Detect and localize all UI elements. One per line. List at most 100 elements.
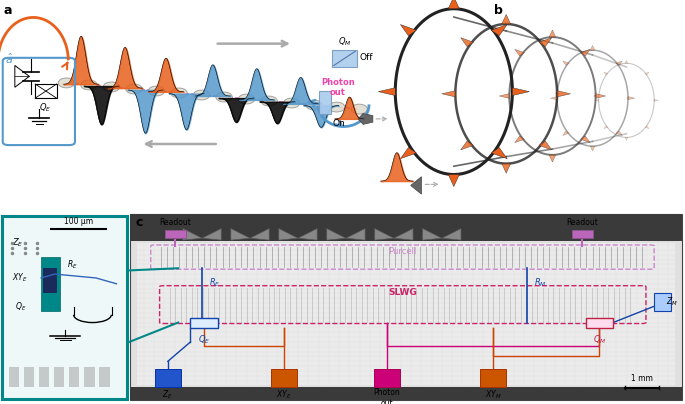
Text: Readout: Readout [160, 218, 191, 227]
Polygon shape [460, 141, 473, 150]
FancyBboxPatch shape [319, 91, 331, 114]
Bar [9, 367, 19, 387]
Polygon shape [375, 229, 394, 240]
Bar [43, 268, 57, 293]
Polygon shape [539, 141, 552, 150]
Polygon shape [491, 147, 507, 159]
Text: On: On [333, 119, 345, 128]
Text: c: c [136, 216, 143, 229]
Polygon shape [250, 229, 269, 240]
Bar [654, 293, 671, 311]
Ellipse shape [193, 90, 210, 100]
Text: $XY_E$: $XY_E$ [12, 272, 28, 284]
Polygon shape [549, 155, 556, 162]
Ellipse shape [81, 80, 97, 90]
Polygon shape [581, 136, 590, 143]
Polygon shape [595, 99, 599, 101]
Text: $R_E$: $R_E$ [209, 277, 221, 289]
FancyBboxPatch shape [332, 50, 358, 67]
Polygon shape [460, 38, 473, 47]
Text: $Z_E$: $Z_E$ [162, 389, 173, 401]
Polygon shape [539, 38, 552, 47]
Polygon shape [448, 175, 460, 187]
Polygon shape [628, 97, 635, 100]
Bar [35, 84, 57, 98]
FancyBboxPatch shape [374, 368, 400, 387]
Ellipse shape [148, 86, 164, 96]
Polygon shape [491, 25, 507, 36]
Polygon shape [562, 131, 569, 135]
Bar [190, 318, 218, 328]
Text: b: b [494, 4, 503, 17]
Text: $XY_M$: $XY_M$ [485, 389, 501, 401]
Ellipse shape [216, 92, 232, 102]
Text: Purcell: Purcell [388, 247, 416, 256]
Polygon shape [423, 229, 442, 240]
Polygon shape [550, 97, 557, 100]
Text: $R_E$: $R_E$ [67, 258, 78, 271]
Ellipse shape [329, 102, 345, 112]
Polygon shape [562, 61, 569, 65]
Text: Readout: Readout [566, 218, 598, 227]
Polygon shape [231, 229, 250, 240]
Text: $Z_M$: $Z_M$ [666, 296, 677, 308]
Text: Off: Off [359, 53, 373, 62]
Polygon shape [502, 164, 510, 173]
Ellipse shape [238, 94, 255, 104]
Polygon shape [394, 229, 413, 240]
Polygon shape [514, 49, 524, 56]
Bar [137, 243, 675, 385]
Bar [130, 387, 682, 400]
Polygon shape [603, 126, 608, 129]
Text: $Q_E$: $Q_E$ [15, 301, 27, 313]
Text: $Q_E$: $Q_E$ [198, 333, 210, 346]
Polygon shape [616, 131, 623, 135]
Ellipse shape [171, 88, 187, 98]
Polygon shape [202, 229, 221, 240]
Polygon shape [603, 72, 608, 75]
Polygon shape [378, 88, 395, 96]
Polygon shape [645, 126, 649, 129]
Bar [41, 257, 60, 311]
Text: $XY_E$: $XY_E$ [277, 389, 292, 401]
Text: $Q_E$: $Q_E$ [39, 101, 51, 114]
Polygon shape [298, 229, 317, 240]
Bar [99, 367, 110, 387]
Text: Photon
out: Photon out [373, 389, 401, 404]
Polygon shape [596, 94, 606, 98]
FancyBboxPatch shape [480, 368, 506, 387]
Polygon shape [654, 99, 658, 101]
Polygon shape [442, 229, 461, 240]
Bar [84, 367, 95, 387]
Text: $\hat{a}$: $\hat{a}$ [5, 52, 13, 66]
Polygon shape [442, 90, 456, 97]
Text: $Q_M$: $Q_M$ [338, 36, 351, 48]
Polygon shape [401, 147, 416, 159]
FancyBboxPatch shape [271, 368, 297, 387]
FancyBboxPatch shape [2, 215, 127, 399]
Polygon shape [411, 177, 421, 194]
Polygon shape [346, 229, 365, 240]
Polygon shape [590, 45, 595, 50]
Bar [69, 367, 79, 387]
Bar [130, 214, 682, 400]
Polygon shape [625, 137, 628, 141]
Polygon shape [625, 60, 628, 63]
Bar [130, 214, 682, 241]
Bar [165, 230, 186, 238]
Ellipse shape [103, 82, 120, 92]
Polygon shape [358, 114, 373, 124]
Ellipse shape [306, 100, 323, 110]
Text: a: a [4, 4, 12, 17]
Polygon shape [183, 229, 202, 240]
Ellipse shape [261, 96, 277, 106]
Bar [24, 367, 34, 387]
Text: 100 μm: 100 μm [64, 217, 93, 225]
Polygon shape [499, 94, 509, 98]
Text: SLWG: SLWG [388, 288, 417, 297]
Text: Photon
out: Photon out [321, 78, 355, 97]
Text: 1 mm: 1 mm [631, 374, 653, 383]
Polygon shape [401, 25, 416, 36]
Polygon shape [645, 72, 649, 75]
Text: $Z_E$: $Z_E$ [12, 237, 24, 249]
